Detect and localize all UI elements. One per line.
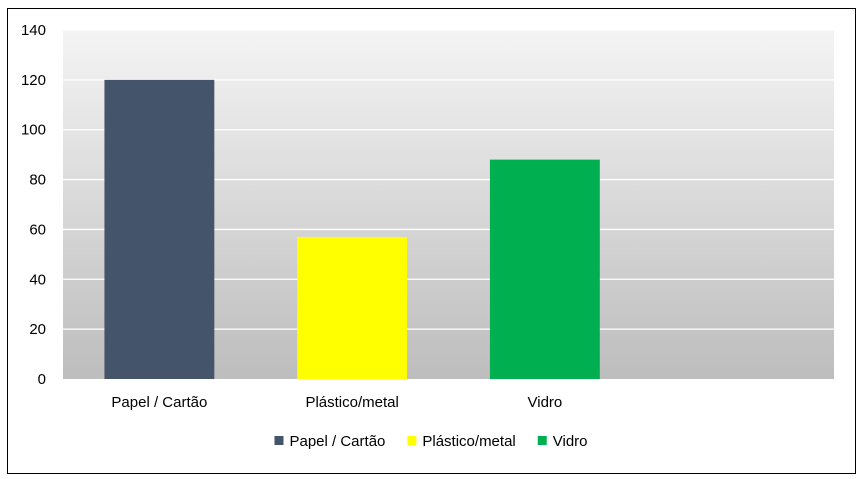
- bar-papel-cart-o: [104, 79, 215, 379]
- legend-swatch: [407, 436, 417, 445]
- x-tick-label: Papel / Cartão: [111, 394, 207, 411]
- x-axis-tick-labels: Papel / Cartão Plástico/metal Vidro: [111, 394, 562, 411]
- y-tick-label: 100: [21, 122, 46, 139]
- y-tick-label: 0: [38, 371, 46, 388]
- y-tick-label: 80: [29, 172, 46, 189]
- legend-label: Papel / Cartão: [289, 433, 385, 450]
- y-tick-label: 140: [21, 22, 46, 39]
- legend-swatch: [274, 436, 284, 445]
- bars: [104, 79, 600, 379]
- x-tick-label: Plástico/metal: [305, 394, 398, 411]
- legend-swatch: [537, 436, 547, 445]
- legend-label: Vidro: [553, 433, 588, 450]
- x-tick-label: Vidro: [528, 394, 563, 411]
- y-tick-label: 20: [29, 321, 46, 338]
- y-tick-label: 40: [29, 271, 46, 288]
- legend-label: Plástico/metal: [422, 433, 515, 450]
- bar-pl-stico-metal: [297, 236, 408, 379]
- y-axis-tick-labels: 0 20 40 60 80 100 120 140: [21, 22, 46, 388]
- legend: Papel / Cartão Plástico/metal Vidro: [274, 433, 588, 450]
- bar-vidro: [489, 159, 600, 379]
- y-tick-label: 120: [21, 72, 46, 89]
- y-tick-label: 60: [29, 221, 46, 238]
